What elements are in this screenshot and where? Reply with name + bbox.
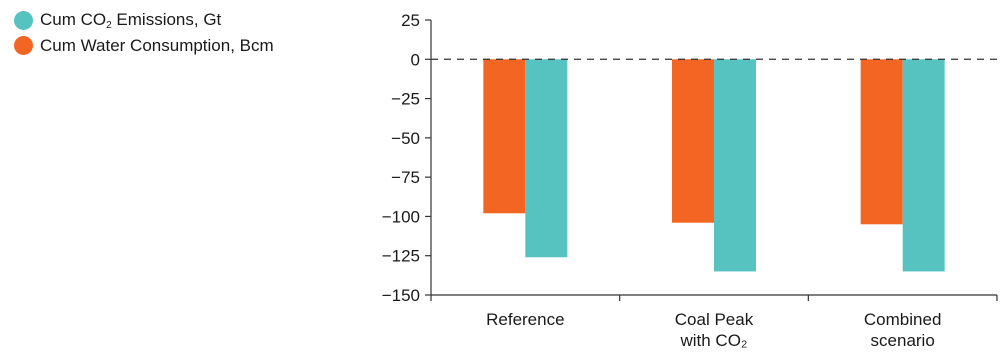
chart-legend: Cum CO2 Emissions, Gt Cum Water Consumpt… [14, 8, 274, 58]
x-category-label: scenario [871, 331, 935, 350]
x-category-label: Reference [486, 310, 564, 329]
bar-water-1 [672, 59, 714, 223]
bar-co2-2 [902, 59, 945, 272]
y-tick-label: −25 [391, 90, 420, 109]
x-category-label: Combined [864, 310, 942, 329]
bar-water-2 [860, 59, 903, 225]
legend-swatch-water [14, 36, 33, 55]
y-tick-label: −150 [382, 286, 420, 305]
y-tick-label: −125 [382, 247, 420, 266]
y-tick-label: −50 [391, 129, 420, 148]
legend-item-water: Cum Water Consumption, Bcm [14, 33, 274, 58]
x-category-label: with CO₂ [679, 331, 747, 350]
bar-water-0 [483, 59, 526, 214]
y-tick-label: −75 [391, 168, 420, 187]
legend-swatch-co2 [14, 11, 33, 30]
y-tick-label: −100 [382, 207, 420, 226]
x-category-label: Coal Peak [675, 310, 754, 329]
legend-item-co2: Cum CO2 Emissions, Gt [14, 8, 274, 33]
bar-co2-1 [714, 59, 756, 272]
y-tick-label: 0 [411, 50, 420, 69]
y-tick-label: 25 [401, 11, 420, 30]
legend-label-co2: Cum CO2 Emissions, Gt [40, 10, 222, 31]
legend-label-water: Cum Water Consumption, Bcm [40, 35, 274, 55]
bar-co2-0 [525, 59, 568, 258]
